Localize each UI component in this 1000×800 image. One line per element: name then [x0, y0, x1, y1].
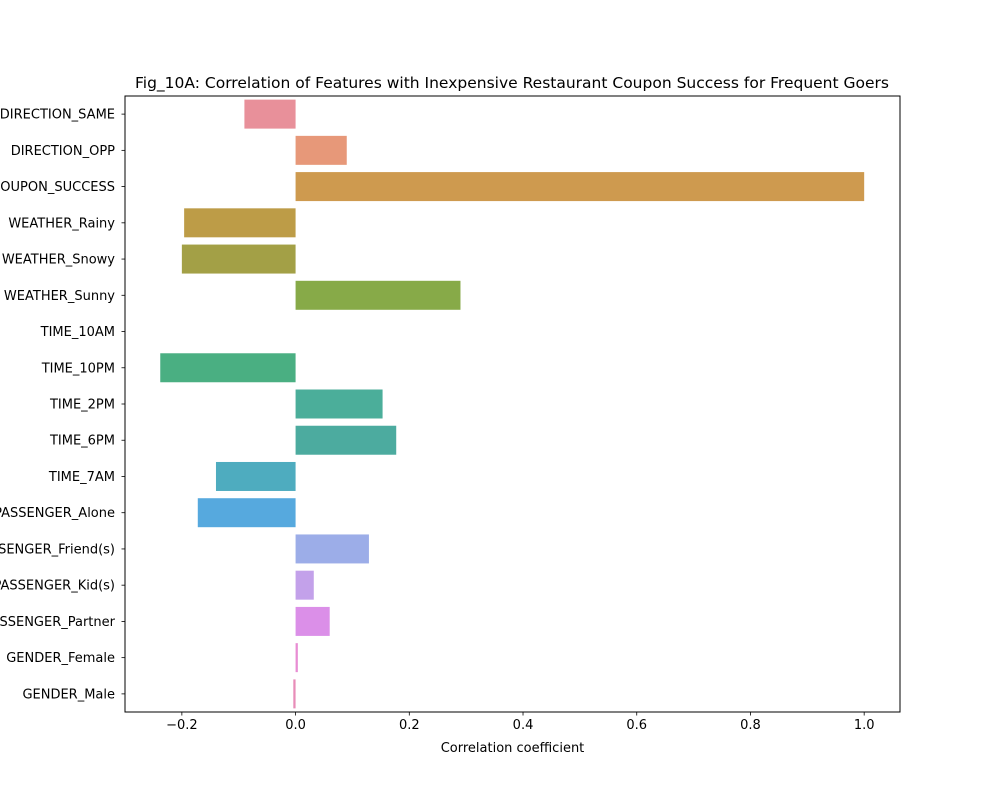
bar-weather-rainy — [184, 208, 296, 238]
y-tick-label: WEATHER_Snowy — [2, 253, 115, 268]
y-tick-label: GENDER_Male — [22, 687, 115, 702]
bar-gender-male — [293, 679, 296, 709]
x-ticks: −0.2 0.0 0.2 0.4 0.6 0.8 1.0 — [166, 712, 875, 733]
y-ticks — [121, 113, 125, 695]
x-tick-label: 0.4 — [513, 718, 534, 733]
y-tick-label: DIRECTION_OPP — [11, 144, 115, 159]
bar-time-6pm — [295, 425, 397, 455]
bar-direction-opp — [295, 135, 347, 165]
x-tick-label: 0.8 — [740, 718, 761, 733]
bars-group — [160, 99, 865, 709]
y-tick-label: PASSENGER_Friend(s) — [0, 542, 115, 557]
y-tick-label: TIME_10AM — [40, 325, 115, 340]
bar-time-10pm — [160, 353, 296, 383]
y-tick-label: PASSENGER_Kid(s) — [0, 579, 115, 594]
y-tick-label: GENDER_Female — [6, 651, 115, 666]
y-tick-label: TIME_10PM — [41, 361, 115, 376]
bar-weather-sunny — [295, 280, 461, 310]
x-tick-label: 0.2 — [399, 718, 420, 733]
y-tick-label: PASSENGER_Partner — [0, 615, 116, 630]
x-axis-label: Correlation coefficient — [441, 741, 585, 756]
y-tick-label: PASSENGER_Alone — [0, 506, 115, 521]
bar-passenger-partner — [295, 606, 330, 636]
bar-weather-snowy — [181, 244, 296, 274]
x-tick-label: 0.0 — [285, 718, 306, 733]
x-tick-label: 1.0 — [854, 718, 875, 733]
bar-gender-female — [295, 643, 298, 673]
y-tick-label: WEATHER_Rainy — [8, 216, 115, 231]
x-tick-label: −0.2 — [166, 718, 198, 733]
y-tick-label: TIME_6PM — [49, 434, 115, 449]
y-tick-label: TIME_7AM — [48, 470, 115, 485]
y-tick-label: WEATHER_Sunny — [4, 289, 115, 304]
x-tick-label: 0.6 — [626, 718, 647, 733]
plot-frame — [124, 95, 901, 713]
bar-coupon-success — [295, 172, 865, 202]
y-tick-labels: DIRECTION_SAME DIRECTION_OPP COUPON_SUCCES… — [0, 108, 116, 703]
y-tick-label: TIME_2PM — [49, 398, 115, 413]
bar-passenger-friend-s — [295, 534, 369, 564]
bar-direction-same — [244, 99, 296, 129]
bar-time-2pm — [295, 389, 383, 419]
y-tick-label: DIRECTION_SAME — [0, 108, 115, 123]
chart-title: Fig_10A: Correlation of Features with In… — [135, 74, 889, 93]
bar-time-7am — [215, 461, 296, 491]
bar-passenger-alone — [197, 498, 296, 528]
bar-passenger-kid-s — [295, 570, 314, 600]
y-tick-label: COUPON_SUCCESS — [0, 180, 115, 195]
